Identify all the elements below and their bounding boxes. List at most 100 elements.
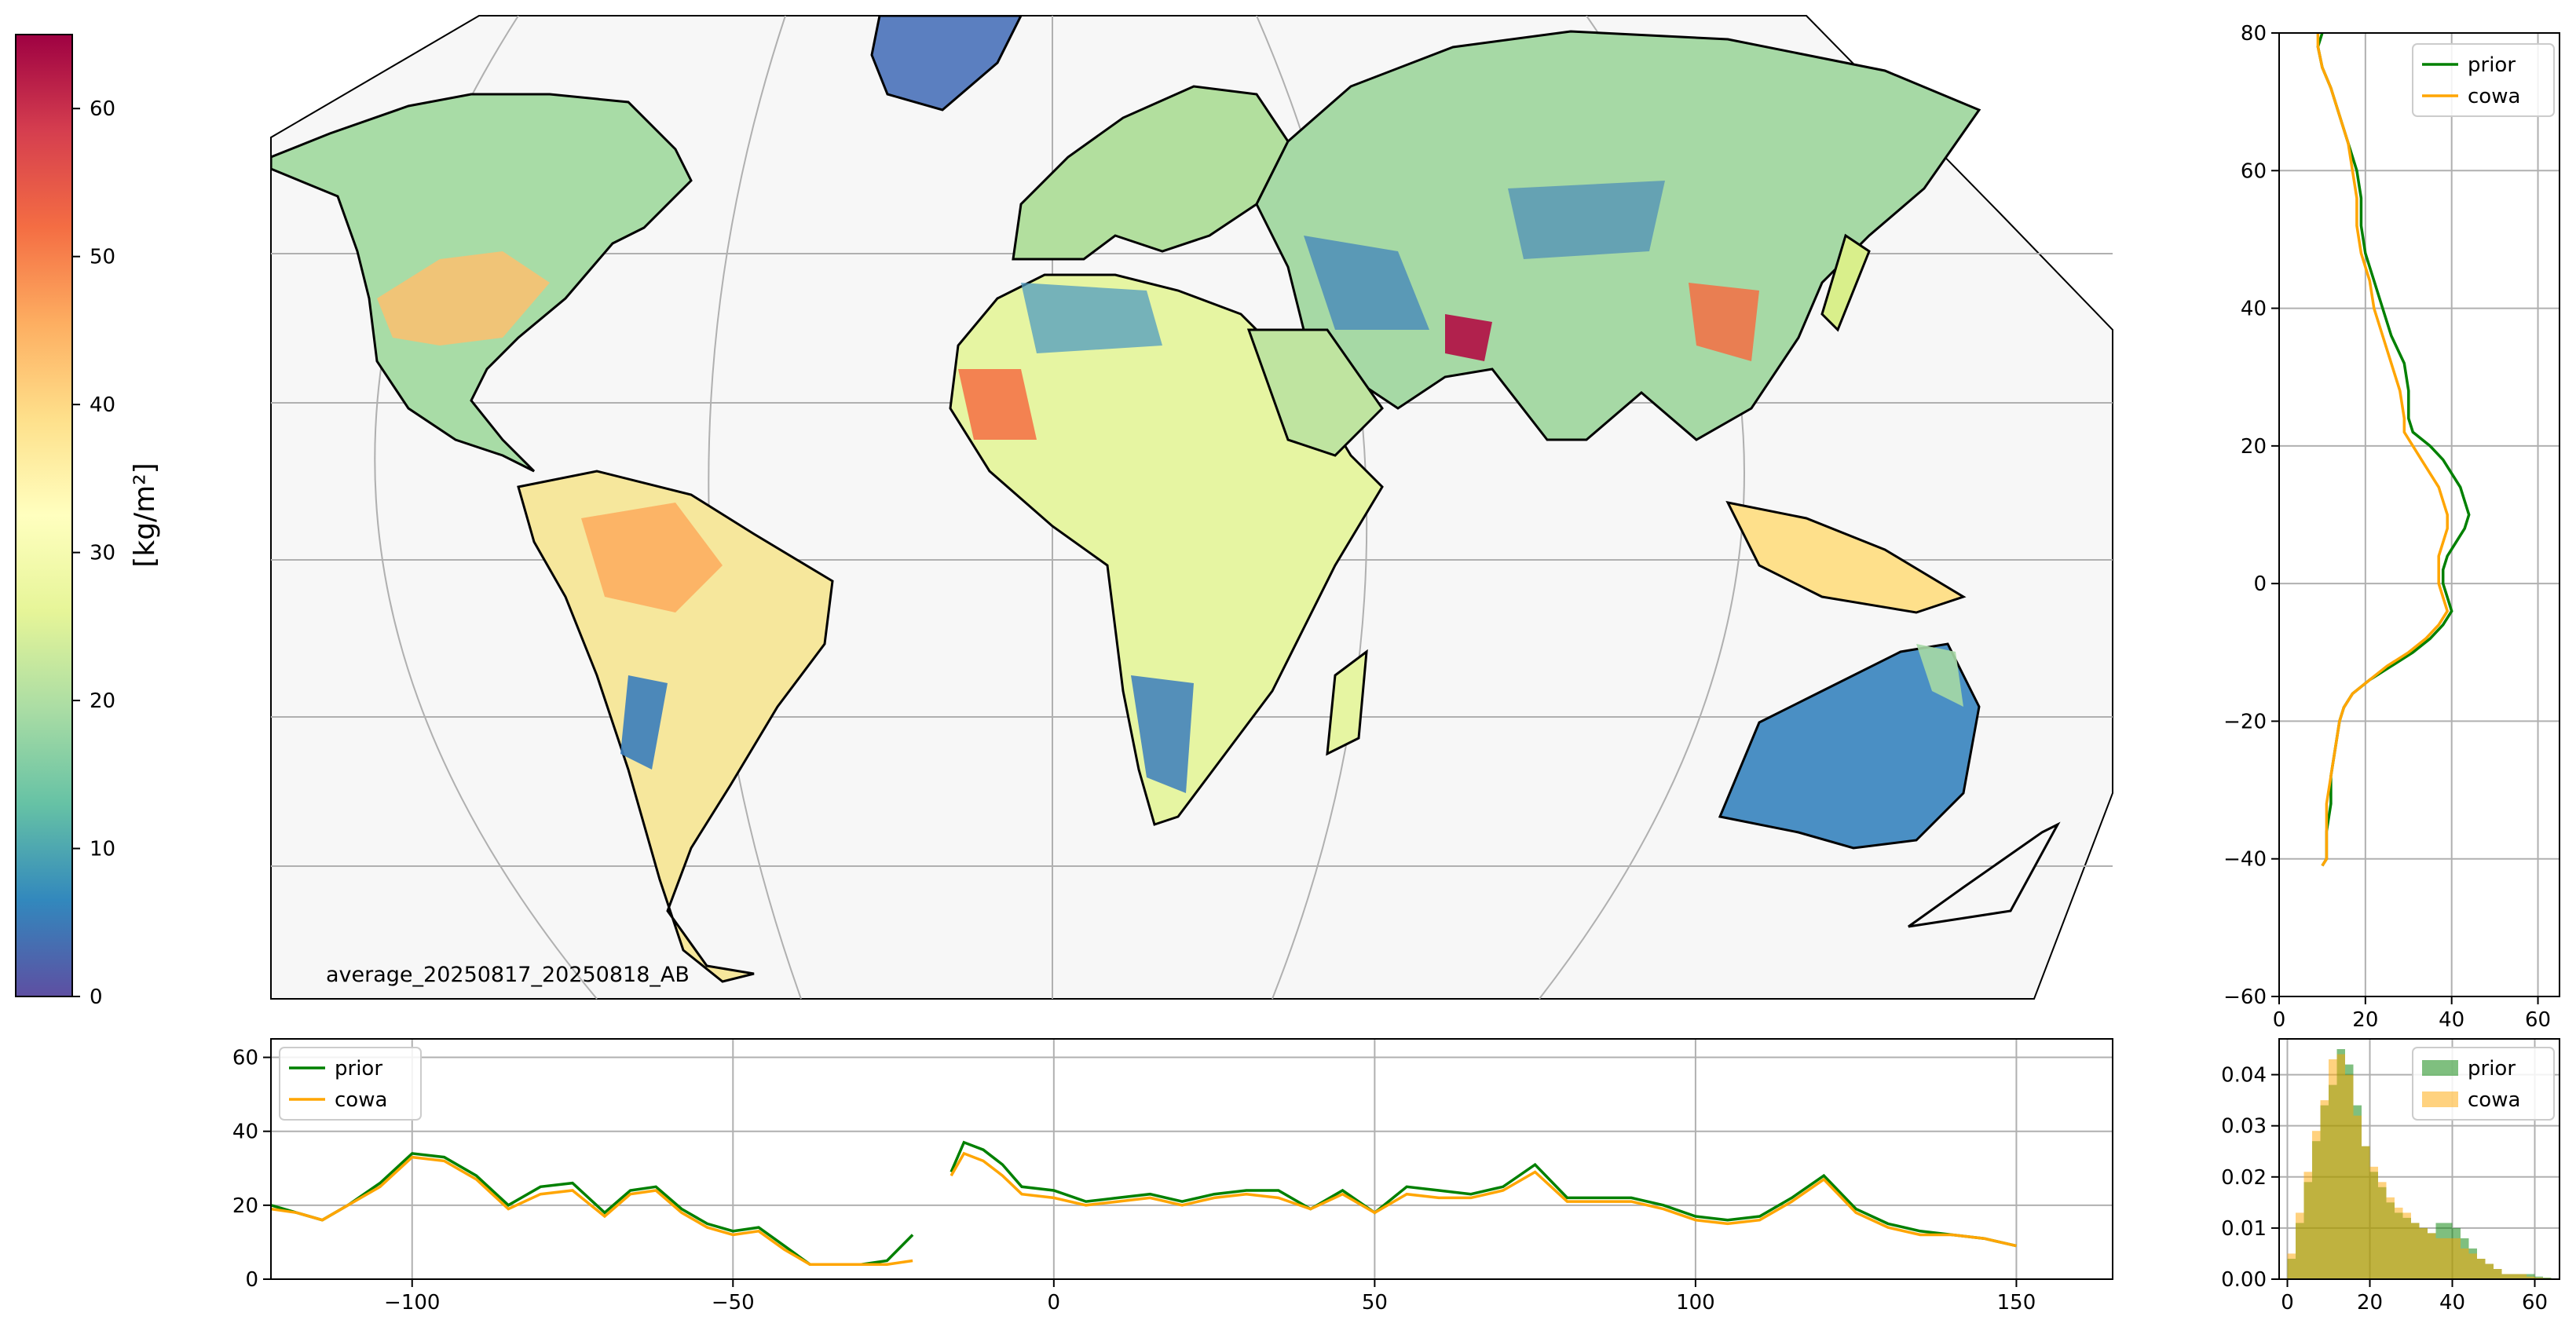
latitude-series-prior [2316, 33, 2471, 867]
west-africa-moist-zone [958, 369, 1037, 440]
histogram-bar-cowa [2444, 1238, 2453, 1279]
histogram-bar-cowa [2378, 1182, 2387, 1279]
colorbar: 0 10 20 30 40 50 60 [kg/m²] [15, 34, 161, 1009]
y-tick-label: 60 [232, 1047, 258, 1070]
longitude-axes-frame [270, 1038, 2113, 1280]
histogram-bar-cowa [2345, 1074, 2354, 1279]
x-tick-label: 0 [2273, 1008, 2286, 1032]
indus-moist-zone [1445, 314, 1492, 361]
longitude-legend: prior cowa [279, 1047, 422, 1121]
y-tick-label: −40 [2223, 848, 2267, 872]
north-america-moist-zone [377, 251, 550, 346]
longitude-line-prior [271, 1152, 914, 1266]
histogram-bars [2287, 1049, 2552, 1279]
histogram-bar-cowa [2477, 1259, 2486, 1279]
legend-label-cowa: cowa [2468, 1088, 2520, 1112]
histogram-bar-cowa [2411, 1223, 2420, 1279]
colorbar-bar [15, 34, 73, 997]
colorbar-label: [kg/m²] [129, 463, 161, 567]
maritime-continent [1725, 500, 1967, 614]
east-china-moist-zone [1689, 283, 1759, 361]
middle-east-dry-zone [1304, 236, 1429, 330]
y-tick-label: 0.02 [2221, 1166, 2267, 1190]
histogram-bar-cowa [2320, 1100, 2329, 1279]
colorbar-tick-label: 10 [90, 838, 115, 861]
histogram-bar-cowa [2419, 1227, 2428, 1279]
histogram-bar-cowa [2485, 1263, 2494, 1279]
x-tick-label: 100 [1676, 1291, 1715, 1315]
y-tick-label: 0.04 [2221, 1064, 2267, 1088]
histogram-bar-cowa [2468, 1253, 2477, 1279]
x-tick-label: 0 [1048, 1291, 1061, 1315]
histogram-bar-cowa [2527, 1276, 2535, 1279]
histogram-legend: prior cowa [2412, 1047, 2555, 1121]
legend-label-cowa: cowa [335, 1088, 387, 1112]
histogram-bar-cowa [2501, 1274, 2510, 1279]
histogram-panel: 0 20 40 60 0.00 0.01 0.02 0.03 0.04 prior cowa [2221, 1038, 2560, 1315]
altiplano-dry-zone [620, 675, 668, 770]
colorbar-tick-label: 20 [90, 689, 115, 713]
longitude-profile-panel: −100 −50 0 50 100 150 0 20 40 60 prior cowa [232, 1038, 2113, 1315]
x-tick-label: 20 [2352, 1008, 2378, 1032]
legend-label-cowa: cowa [2468, 85, 2520, 108]
longitude-series [271, 1140, 2017, 1266]
x-tick-label: 60 [2525, 1008, 2551, 1032]
y-tick-label: 0.00 [2221, 1268, 2267, 1292]
y-tick-label: 60 [2241, 159, 2267, 183]
amazon-moist-zone [581, 503, 723, 612]
y-tick-label: 0 [2253, 572, 2267, 596]
new-zealand [1908, 821, 2061, 928]
x-tick-label: −50 [712, 1291, 755, 1315]
x-tick-label: 40 [2439, 1291, 2465, 1315]
x-tick-label: 0 [2281, 1291, 2294, 1315]
x-tick-label: 20 [2357, 1291, 2383, 1315]
y-tick-label: −60 [2223, 985, 2267, 1009]
legend-box [2412, 43, 2555, 117]
x-tick-label: −100 [384, 1291, 440, 1315]
histogram-axes-frame [2278, 1038, 2560, 1280]
x-tick-label: 60 [2522, 1291, 2548, 1315]
longitude-line-prior [950, 1140, 2017, 1248]
histogram-bar-cowa [2296, 1212, 2304, 1279]
histogram-bar-cowa [2395, 1207, 2403, 1279]
colorbar-tick-label: 50 [90, 246, 115, 269]
south-america [517, 470, 834, 983]
latitude-ticks: 0 20 40 60 −60 −40 −20 0 20 40 60 80 [2223, 22, 2551, 1032]
colorbar-tick-label: 30 [90, 542, 115, 565]
latitude-legend: prior cowa [2412, 43, 2555, 117]
australia-coastal-zone [1916, 644, 1963, 707]
kalahari-dry-zone [1131, 675, 1194, 793]
legend-swatch-cowa [2422, 1091, 2458, 1107]
y-tick-label: 0 [245, 1268, 258, 1292]
longitude-line-cowa [271, 1155, 913, 1266]
y-tick-label: 20 [2241, 435, 2267, 459]
latitude-series-cowa [2316, 33, 2450, 867]
japan [1820, 233, 1871, 332]
map-panel: average_20250817_20250818_AB [270, 15, 2113, 1000]
colorbar-tick-label: 0 [90, 985, 103, 1009]
histogram-bar-cowa [2452, 1238, 2461, 1279]
histogram-bar-cowa [2312, 1131, 2321, 1279]
histogram-bar-cowa [2518, 1274, 2527, 1279]
y-tick-label: 0.01 [2221, 1217, 2267, 1241]
y-tick-label: 20 [232, 1194, 258, 1218]
legend-label-prior: prior [2468, 53, 2516, 77]
africa [949, 273, 1384, 826]
madagascar [1326, 649, 1368, 756]
histogram-bar-cowa [2510, 1274, 2519, 1279]
greenland [870, 16, 1023, 112]
central-asia-dry-zone [1508, 181, 1665, 259]
histogram-bar-cowa [2287, 1253, 2296, 1279]
longitude-ticks: −100 −50 0 50 100 150 0 20 40 60 [232, 1047, 2036, 1315]
arabia [1246, 328, 1384, 457]
latitude-grid [2278, 32, 2560, 997]
histogram-bar-cowa [2362, 1146, 2370, 1279]
longitude-grid [271, 1039, 2113, 1280]
histogram-bar-cowa [2494, 1269, 2502, 1279]
y-tick-label: −20 [2223, 710, 2267, 733]
legend-label-prior: prior [335, 1057, 382, 1081]
y-tick-label: 80 [2241, 22, 2267, 46]
x-tick-label: 150 [1997, 1291, 2036, 1315]
x-tick-label: 40 [2439, 1008, 2464, 1032]
